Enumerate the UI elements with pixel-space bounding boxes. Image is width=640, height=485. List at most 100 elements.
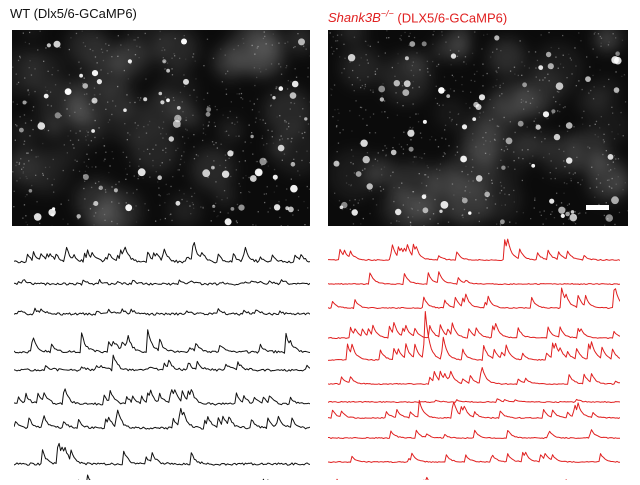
neuron-soma — [238, 205, 244, 211]
shank3b-micrograph-canvas — [328, 30, 628, 226]
neuron-soma — [378, 86, 385, 93]
neuron-soma — [34, 213, 42, 221]
calcium-trace — [14, 389, 310, 405]
neuron-soma — [446, 94, 450, 98]
neuron-soma — [231, 207, 235, 211]
tissue-background-haze — [12, 30, 310, 226]
neuron-soma — [48, 209, 55, 216]
neuron-soma — [19, 128, 24, 133]
neuron-soma — [394, 80, 400, 86]
neuron-soma — [92, 70, 98, 76]
neuron-soma — [518, 121, 524, 127]
neuron-soma — [177, 106, 181, 110]
neuron-soma — [439, 210, 442, 213]
neuron-soma — [38, 122, 46, 130]
neuron-soma — [274, 204, 280, 210]
calcium-trace — [328, 323, 620, 339]
neuron-soma — [47, 43, 51, 47]
wt-traces-canvas — [14, 236, 310, 480]
neuron-soma — [558, 207, 565, 214]
neuron-soma — [225, 218, 232, 225]
neuron-soma — [174, 115, 181, 122]
scale-bar — [586, 205, 609, 210]
neuron-soma — [181, 39, 187, 45]
neuron-soma — [77, 214, 81, 218]
neuron-soma — [138, 168, 146, 176]
neuron-soma — [356, 171, 362, 177]
wt-calcium-imaging-micrograph — [12, 30, 310, 226]
calcium-trace — [328, 288, 620, 309]
neuron-soma — [65, 88, 72, 95]
neuron-soma — [83, 174, 89, 180]
neuron-soma — [494, 35, 499, 40]
calcium-trace — [14, 330, 310, 354]
neuron-soma — [395, 209, 401, 215]
neuron-soma — [206, 107, 211, 112]
neuron-soma — [160, 100, 164, 104]
calcium-trace — [14, 475, 310, 480]
neuron-soma — [506, 138, 513, 145]
neuron-soma — [250, 175, 257, 182]
neuron-soma — [476, 104, 482, 110]
neuron-soma — [288, 207, 294, 213]
neuron-soma — [212, 205, 215, 208]
neuron-soma — [291, 162, 296, 167]
reporter-label: (DLX5/6-GCaMP6) — [394, 10, 507, 25]
neuron-soma — [551, 109, 555, 113]
neuron-soma — [92, 98, 98, 104]
calcium-trace — [328, 272, 620, 285]
neuron-soma — [341, 202, 347, 208]
calcium-trace — [328, 400, 620, 418]
neuron-soma — [476, 175, 483, 182]
calcium-trace — [14, 308, 310, 315]
neuron-soma — [157, 175, 162, 180]
neuron-soma — [585, 76, 591, 82]
neuron-soma — [352, 209, 358, 215]
neuron-soma — [500, 219, 505, 224]
neuron-soma — [348, 54, 355, 61]
calcium-trace — [14, 408, 310, 429]
neuron-soma — [451, 53, 456, 58]
genotype-superscript: −/− — [381, 9, 394, 19]
neuron-soma — [611, 196, 619, 204]
neuron-soma — [608, 154, 614, 160]
neuron-soma — [227, 150, 233, 156]
neuron-soma — [44, 94, 49, 99]
neuron-soma — [441, 201, 449, 209]
neuron-soma — [82, 83, 88, 89]
tissue-background-haze — [330, 30, 628, 226]
neuron-soma — [422, 41, 427, 46]
neuron-soma — [462, 198, 468, 204]
neuron-soma — [472, 117, 476, 121]
neuron-soma — [479, 94, 485, 100]
neuron-soma — [614, 87, 620, 93]
neuron-soma — [143, 97, 147, 101]
wt-calcium-traces — [14, 236, 310, 480]
calcium-trace — [14, 243, 310, 263]
neuron-soma — [614, 57, 622, 65]
shank3b-traces-canvas — [328, 236, 620, 480]
neuron-soma — [298, 38, 305, 45]
neuron-soma — [546, 52, 551, 57]
neuron-soma — [556, 82, 564, 90]
neuron-soma — [304, 117, 307, 120]
neuron-soma — [566, 157, 572, 163]
neuron-soma — [290, 92, 297, 99]
neuron-soma — [561, 214, 565, 218]
neuron-soma — [54, 41, 61, 48]
neuron-soma — [501, 166, 505, 170]
neuron-soma — [462, 124, 467, 129]
left-panel-title: WT (Dlx5/6-GCaMP6) — [10, 6, 137, 22]
neuron-soma — [169, 136, 174, 141]
neuron-soma — [259, 158, 266, 165]
neuron-soma — [402, 89, 409, 96]
neuron-soma — [380, 97, 384, 101]
neuron-soma — [554, 134, 560, 140]
neuron-soma — [128, 59, 132, 63]
neuron-soma — [565, 212, 570, 217]
neuron-soma — [23, 101, 27, 105]
calcium-trace — [14, 355, 310, 371]
neuron-soma — [250, 135, 253, 138]
neuron-soma — [29, 189, 33, 193]
neuron-soma — [570, 214, 578, 222]
